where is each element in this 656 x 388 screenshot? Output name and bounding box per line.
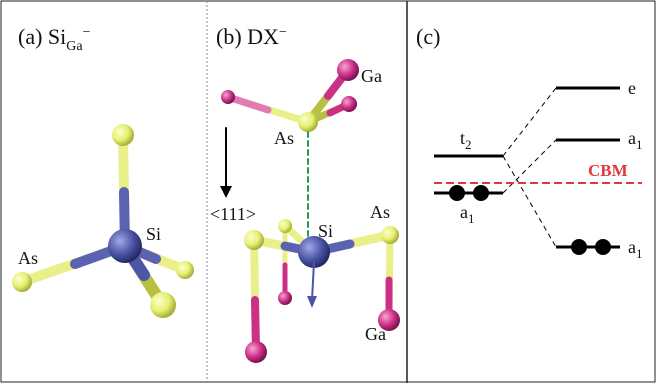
- text-part: Si: [48, 24, 66, 49]
- atom-label: Si: [318, 221, 333, 241]
- atom-label: As: [18, 248, 38, 268]
- level-label: a1: [460, 202, 475, 226]
- text-part: (b): [216, 24, 242, 49]
- text-part: a: [628, 237, 636, 257]
- text-part: 2: [465, 137, 472, 152]
- cbm-label: CBM: [588, 161, 628, 180]
- text-part: e: [628, 78, 636, 98]
- text-part: 1: [468, 211, 475, 226]
- figure: (a) SiGa− As Si (b) DX− Ga As Si As Ga <…: [0, 0, 656, 383]
- text-part: 1: [636, 137, 643, 152]
- text-part: 1: [636, 246, 643, 261]
- atom-label: Ga: [365, 324, 386, 344]
- text-part: (a): [18, 24, 42, 49]
- molecule: [12, 124, 194, 318]
- level-label: t2: [460, 128, 472, 152]
- frame: [1, 1, 655, 382]
- level-label: e: [628, 78, 636, 98]
- atom-label: Si: [146, 224, 161, 244]
- panel-title: (a) SiGa−: [18, 24, 91, 54]
- text-part: Ga: [66, 39, 83, 54]
- text-part: a: [460, 202, 468, 222]
- atom-label: As: [274, 128, 294, 148]
- level-label: a1: [628, 237, 643, 261]
- atom-label: As: [370, 202, 390, 222]
- level-label: a1: [628, 128, 643, 152]
- atom-label: Ga: [361, 66, 382, 86]
- panel-title: (b) DX−: [216, 24, 287, 49]
- text-part: −: [83, 25, 91, 40]
- direction-label: <111>: [210, 204, 256, 224]
- text-part: a: [628, 128, 636, 148]
- panel-title: (c): [416, 24, 440, 49]
- text-part: DX: [247, 24, 279, 49]
- text-part: −: [279, 25, 287, 40]
